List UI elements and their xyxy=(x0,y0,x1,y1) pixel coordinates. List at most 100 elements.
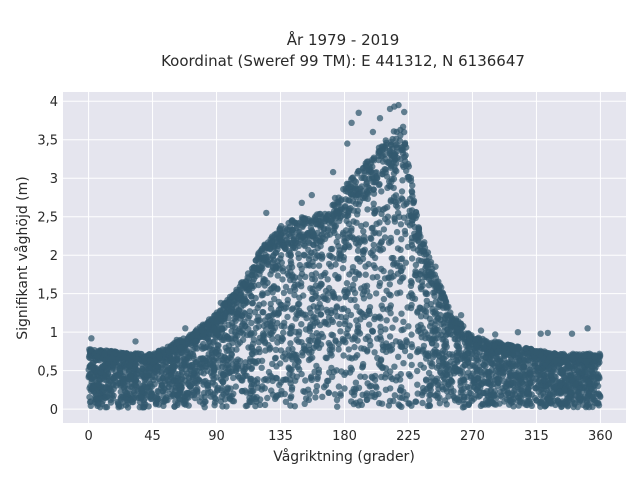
data-point xyxy=(311,368,318,375)
data-point xyxy=(301,388,308,396)
data-point xyxy=(357,309,365,316)
data-point xyxy=(584,378,592,385)
data-point xyxy=(419,282,426,289)
data-point xyxy=(387,347,394,354)
data-point xyxy=(122,364,129,371)
data-point xyxy=(108,391,116,398)
data-point xyxy=(473,357,480,364)
data-point xyxy=(385,402,393,409)
data-point xyxy=(265,368,273,376)
data-point xyxy=(442,385,449,392)
data-point xyxy=(515,368,522,375)
data-point xyxy=(146,388,153,395)
data-point xyxy=(349,264,357,271)
data-point xyxy=(292,219,299,226)
data-point xyxy=(332,261,339,268)
data-point xyxy=(317,311,324,318)
data-point xyxy=(522,344,530,352)
data-point xyxy=(230,374,237,382)
data-point xyxy=(400,318,407,325)
data-point xyxy=(314,374,321,381)
data-point xyxy=(479,389,487,397)
data-point xyxy=(309,333,316,340)
data-point xyxy=(398,275,406,282)
data-point xyxy=(346,243,353,251)
data-point xyxy=(257,264,264,271)
data-point xyxy=(425,352,432,360)
data-point xyxy=(165,383,172,391)
y-tick-label: 2 xyxy=(50,249,58,264)
data-point xyxy=(393,228,401,236)
data-point xyxy=(440,295,448,302)
data-point xyxy=(509,346,516,354)
data-point xyxy=(337,313,345,321)
data-point xyxy=(351,388,358,395)
data-point xyxy=(388,178,395,185)
data-point xyxy=(99,363,107,370)
y-tick-label: 1 xyxy=(50,326,58,341)
data-point xyxy=(407,282,415,289)
data-point xyxy=(315,262,323,269)
data-point xyxy=(414,327,422,335)
data-point xyxy=(201,404,208,411)
data-point xyxy=(474,367,481,375)
data-point xyxy=(303,314,310,322)
data-point xyxy=(382,155,389,163)
data-point xyxy=(104,365,111,373)
data-point xyxy=(362,263,369,270)
data-point xyxy=(398,403,405,410)
data-point xyxy=(491,392,498,399)
data-point xyxy=(234,332,241,339)
x-tick-label: 360 xyxy=(588,429,613,444)
data-point xyxy=(313,383,321,390)
data-point xyxy=(218,325,225,332)
data-point xyxy=(260,300,267,307)
data-point xyxy=(102,373,109,380)
data-point xyxy=(329,201,336,209)
data-point xyxy=(141,354,148,361)
data-point xyxy=(295,300,302,308)
data-point xyxy=(211,337,218,345)
data-point xyxy=(550,391,558,398)
chart-title-line1: År 1979 - 2019 xyxy=(287,30,400,49)
data-point xyxy=(287,268,294,275)
data-point xyxy=(331,294,338,301)
data-point xyxy=(177,344,185,352)
data-point xyxy=(340,305,348,312)
data-point xyxy=(313,341,320,349)
data-point xyxy=(409,291,416,299)
data-point xyxy=(277,305,284,312)
data-point xyxy=(330,368,338,376)
data-point xyxy=(248,345,256,352)
data-point xyxy=(242,280,249,288)
data-point xyxy=(328,352,335,359)
data-point xyxy=(364,380,371,387)
data-point xyxy=(212,349,219,357)
data-point xyxy=(254,255,261,262)
data-point xyxy=(331,391,339,398)
data-point xyxy=(408,361,415,369)
data-point xyxy=(264,289,271,297)
data-point xyxy=(571,400,578,408)
data-point xyxy=(289,226,296,234)
x-tick-label: 270 xyxy=(460,429,485,444)
data-point xyxy=(461,378,468,385)
data-point xyxy=(275,298,282,306)
data-point xyxy=(286,288,294,295)
data-point xyxy=(85,366,92,373)
data-point xyxy=(414,348,422,355)
data-point xyxy=(525,397,532,404)
data-point xyxy=(316,321,324,329)
data-point xyxy=(326,252,333,259)
data-point xyxy=(532,349,540,356)
data-point xyxy=(441,369,448,377)
data-point xyxy=(323,354,330,362)
data-point xyxy=(335,275,342,282)
data-point xyxy=(349,198,357,205)
data-point xyxy=(402,152,409,159)
data-point xyxy=(421,388,428,395)
data-point xyxy=(298,283,305,290)
data-point xyxy=(351,343,358,351)
data-point xyxy=(433,375,441,382)
data-point xyxy=(274,258,281,265)
